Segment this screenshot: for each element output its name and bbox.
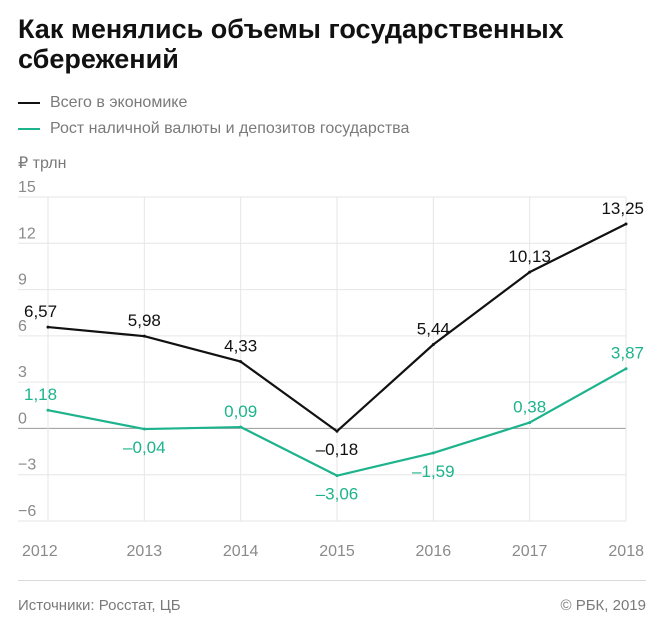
data-point-state bbox=[624, 367, 628, 371]
data-point-total bbox=[239, 360, 243, 364]
copyright-note: © РБК, 2019 bbox=[560, 597, 646, 614]
data-point-state bbox=[239, 425, 243, 429]
data-point-total bbox=[335, 429, 339, 433]
data-label-state: –3,06 bbox=[316, 485, 359, 504]
data-point-total bbox=[431, 342, 435, 346]
y-tick-label: 3 bbox=[18, 364, 27, 381]
line-chart: 15 12 9 6 3 0 −3 −6 2012 2013 2014 2015 2016 2017 2018… bbox=[18, 179, 644, 560]
legend-label-total: Всего в экономике bbox=[50, 94, 188, 111]
data-label-total: 6,57 bbox=[24, 302, 57, 321]
source-note: Источники: Росстат, ЦБ bbox=[18, 597, 181, 614]
legend: Всего в экономике Рост наличной валюты и… bbox=[18, 90, 409, 142]
data-point-total bbox=[624, 222, 628, 226]
data-label-total: 5,98 bbox=[128, 311, 161, 330]
data-label-total: 5,44 bbox=[417, 319, 450, 338]
x-tick-label: 2012 bbox=[22, 543, 58, 560]
y-tick-label: −3 bbox=[18, 457, 36, 474]
data-label-total: 4,33 bbox=[224, 337, 257, 356]
legend-swatch-state bbox=[18, 128, 40, 130]
data-point-total bbox=[142, 334, 146, 338]
x-tick-label: 2013 bbox=[127, 543, 163, 560]
y-tick-label: 6 bbox=[18, 318, 27, 335]
x-tick-label: 2016 bbox=[416, 543, 452, 560]
legend-item-state: Рост наличной валюты и депозитов государ… bbox=[18, 116, 409, 142]
unit-label: ₽ трлн bbox=[18, 155, 67, 172]
data-point-total bbox=[528, 270, 532, 274]
data-label-state: 1,18 bbox=[24, 385, 57, 404]
x-tick-label: 2017 bbox=[512, 543, 548, 560]
data-label-total: 13,25 bbox=[601, 199, 644, 218]
data-label-total: –0,18 bbox=[316, 440, 359, 459]
data-point-state bbox=[46, 408, 50, 412]
x-tick-label: 2018 bbox=[608, 543, 644, 560]
x-tick-label: 2015 bbox=[319, 543, 355, 560]
data-point-total bbox=[46, 325, 50, 329]
y-tick-label: 0 bbox=[18, 410, 27, 427]
x-tick-label: 2014 bbox=[223, 543, 259, 560]
footer-divider bbox=[18, 580, 646, 581]
data-label-state: 0,38 bbox=[513, 398, 546, 417]
data-point-state bbox=[431, 451, 435, 455]
legend-swatch-total bbox=[18, 102, 40, 104]
y-tick-label: 9 bbox=[18, 272, 27, 289]
data-point-state bbox=[142, 427, 146, 431]
y-tick-label: −6 bbox=[18, 503, 36, 520]
data-label-state: –0,04 bbox=[123, 438, 166, 457]
data-label-state: –1,59 bbox=[412, 462, 455, 481]
data-label-state: 0,09 bbox=[224, 402, 257, 421]
chart-title: Как менялись объемы государственных сбер… bbox=[18, 14, 564, 74]
data-point-state bbox=[528, 421, 532, 425]
legend-label-state: Рост наличной валюты и депозитов государ… bbox=[50, 120, 410, 137]
y-tick-label: 15 bbox=[18, 179, 36, 196]
data-label-total: 10,13 bbox=[508, 247, 551, 266]
data-point-state bbox=[335, 474, 339, 478]
legend-item-total: Всего в экономике bbox=[18, 90, 409, 116]
y-tick-label: 12 bbox=[18, 225, 36, 242]
data-label-state: 3,87 bbox=[611, 344, 644, 363]
